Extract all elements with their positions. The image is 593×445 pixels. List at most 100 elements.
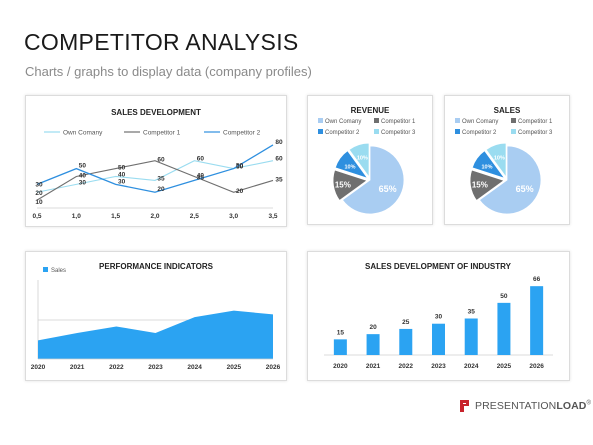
page-title: COMPETITOR ANALYSIS	[24, 29, 299, 55]
x-tick-label: 2021	[366, 363, 381, 370]
legend-swatch	[455, 129, 460, 134]
data-label: 40	[79, 172, 87, 179]
pie-slice-3	[334, 150, 369, 179]
x-tick-label: 2024	[464, 363, 479, 370]
legend-swatch	[43, 267, 48, 272]
x-tick-label: 3,0	[229, 213, 238, 220]
sales-development-of-industry-panel: SALES DEVELOPMENT OF INDUSTRY 15 2020 20 20…	[307, 251, 570, 381]
legend-label: Competitor 3	[381, 130, 416, 136]
x-tick-label: 2023	[431, 363, 446, 370]
legend-label: Competitor 1	[518, 119, 553, 125]
x-tick-label: 1,5	[111, 213, 120, 220]
sales-panel: SALES Own Comany Competitor 1 Competitor 2…	[444, 95, 570, 225]
legend-label: Own Comany	[63, 130, 103, 137]
x-tick-label: 3,5	[268, 213, 277, 220]
bar-2021	[366, 334, 380, 355]
legend-swatch	[455, 118, 460, 123]
legend-label: Competitor 2	[462, 130, 497, 136]
data-label: 30	[435, 314, 443, 321]
x-tick-label: 0,5	[32, 213, 41, 220]
bar-2020	[333, 339, 347, 355]
data-label: 20	[157, 186, 165, 193]
slice-label: 10%	[481, 164, 492, 170]
pie-slice-4	[348, 142, 370, 179]
data-label: 35	[157, 175, 165, 182]
data-label: 60	[197, 156, 205, 163]
x-tick-label: 2022	[399, 363, 414, 370]
data-label: 80	[275, 139, 283, 146]
legend-swatch	[511, 129, 516, 134]
x-tick-label: 2021	[70, 364, 85, 371]
chart-title: SALES DEVELOPMENT	[111, 108, 201, 117]
data-label: 15	[337, 329, 345, 336]
sales-development-panel: SALES DEVELOPMENT Own Comany Competitor 1…	[25, 95, 287, 227]
data-label: 20	[236, 188, 244, 195]
pie-slice-2	[332, 169, 368, 202]
legend-swatch	[318, 118, 323, 123]
pie-slice-3	[471, 150, 506, 179]
legend-label: Own Comany	[325, 119, 361, 125]
presentationload-logo: PRESENTATIONLOAD®	[459, 399, 591, 413]
legend-label: Competitor 1	[143, 130, 181, 137]
legend-label: Competitor 2	[325, 130, 360, 136]
chart-title: SALES	[494, 106, 521, 115]
legend-swatch	[374, 118, 379, 123]
performance-indicators-chart: PERFORMANCE INDICATORS Sales 2020 2021 2022…	[31, 262, 281, 371]
sales-development-of-industry-chart: SALES DEVELOPMENT OF INDUSTRY 1520202020…	[324, 262, 553, 370]
sales-area	[38, 310, 273, 359]
x-tick-label: 2020	[31, 364, 46, 371]
x-tick-label: 2023	[148, 364, 163, 371]
pie-slice-1	[478, 145, 542, 215]
bar-2025	[497, 302, 511, 355]
legend-label: Competitor 2	[223, 130, 261, 137]
x-tick-label: 2025	[497, 363, 512, 370]
x-tick-label: 2026	[266, 364, 281, 371]
legend-swatch	[318, 129, 323, 134]
slice-label: 10%	[357, 155, 368, 161]
legend-swatch	[511, 118, 516, 123]
pie-slice-4	[485, 142, 507, 179]
data-label: 60	[275, 156, 283, 163]
legend-label: Competitor 1	[381, 119, 416, 125]
data-label: 30	[118, 178, 126, 185]
data-label: 50	[118, 165, 126, 172]
data-label: 40	[118, 171, 126, 178]
page-subtitle: Charts / graphs to display data (company…	[25, 64, 312, 79]
legend-label: Own Comany	[462, 119, 498, 125]
x-tick-label: 2022	[109, 364, 124, 371]
data-label: 10	[35, 199, 43, 206]
bar-2026	[530, 286, 544, 355]
bar-2023	[432, 323, 445, 355]
series-line-competitor-2	[36, 144, 274, 193]
logo-icon	[460, 400, 469, 412]
revenue-panel: REVENUE Own Comany Competitor 1 Competitor…	[307, 95, 433, 225]
performance-indicators-panel: PERFORMANCE INDICATORS Sales 2020 2021 2022…	[25, 251, 287, 381]
data-label: 20	[35, 190, 43, 197]
data-label: 50	[236, 163, 244, 170]
data-label: 30	[35, 181, 43, 188]
data-label: 35	[197, 174, 205, 181]
slice-label: 65%	[516, 184, 534, 194]
data-label: 50	[236, 164, 244, 171]
legend-label: Sales	[51, 268, 66, 274]
legend-label: Competitor 3	[518, 130, 553, 136]
pie-slice-1	[341, 145, 405, 215]
x-tick-label: 2024	[187, 364, 202, 371]
x-tick-label: 2,0	[150, 213, 159, 220]
revenue-chart: REVENUE Own Comany Competitor 1 Competitor…	[318, 106, 416, 215]
chart-title: PERFORMANCE INDICATORS	[99, 262, 214, 271]
chart-title: REVENUE	[351, 106, 390, 115]
data-label: 25	[402, 319, 410, 326]
x-tick-label: 1,0	[72, 213, 81, 220]
slice-label: 10%	[494, 155, 505, 161]
data-label: 50	[500, 293, 508, 300]
data-label: 30	[79, 179, 87, 186]
bar-2022	[399, 328, 413, 355]
x-tick-label: 2,5	[190, 213, 199, 220]
data-label: 35	[468, 309, 476, 316]
slice-label: 10%	[344, 164, 355, 170]
sales-development-chart: SALES DEVELOPMENT Own Comany Competitor 1…	[32, 108, 283, 220]
slice-label: 15%	[472, 180, 488, 189]
legend-swatch	[374, 129, 379, 134]
bar-2024	[464, 318, 478, 355]
